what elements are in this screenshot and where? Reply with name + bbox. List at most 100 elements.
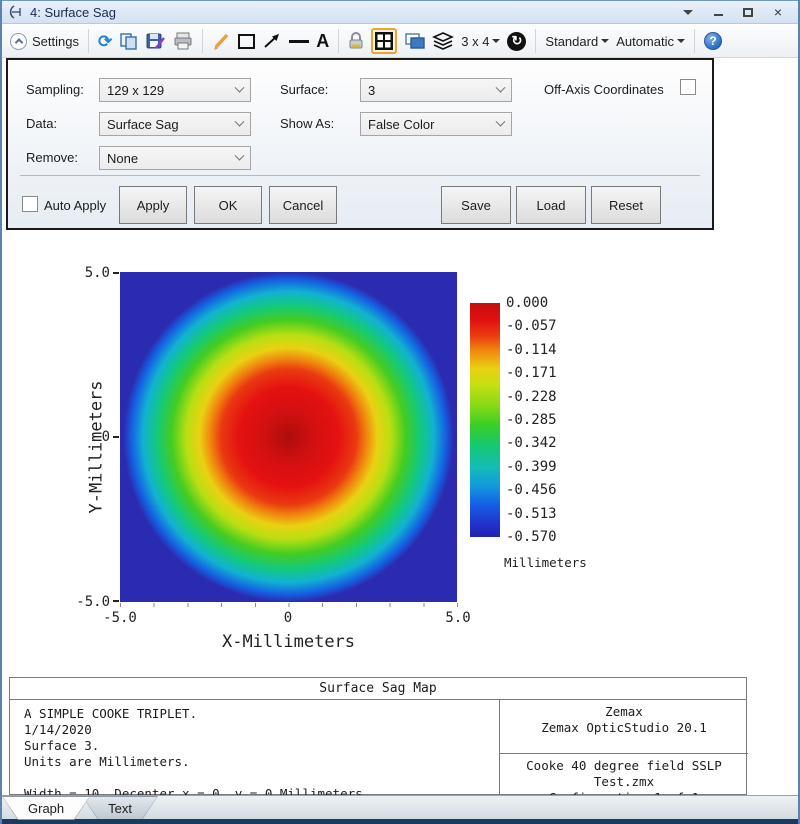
maximize-button[interactable] <box>740 4 756 20</box>
remove-label: Remove: <box>26 150 79 165</box>
colorbar-tick: -0.228 <box>506 388 557 405</box>
tab-fill <box>3 797 89 819</box>
offaxis-checkbox[interactable] <box>680 79 696 95</box>
grid-size-dropdown[interactable]: 3 x 4 <box>461 33 501 49</box>
product-name: Zemax OpticStudio 20.1 <box>541 720 707 735</box>
data-value: Surface Sag <box>107 116 179 132</box>
standard-label: Standard <box>545 33 599 49</box>
window-menu-button[interactable] <box>680 4 696 20</box>
standard-dropdown[interactable]: Standard <box>545 33 610 49</box>
lock-icon[interactable] <box>348 31 364 51</box>
showas-dropdown[interactable]: False Color <box>360 112 512 136</box>
refresh-icon[interactable]: ⟳ <box>97 31 113 51</box>
line-tool-icon[interactable] <box>289 39 310 43</box>
window-bottom-border <box>2 819 798 824</box>
chevron-down-icon <box>234 82 245 93</box>
sampling-dropdown[interactable]: 129 x 129 <box>99 78 251 102</box>
rectangle-tool-icon[interactable] <box>238 33 256 49</box>
colorbar-unit-label: Millimeters <box>504 555 587 570</box>
surface-dropdown[interactable]: 3 <box>360 78 512 102</box>
company-name: Zemax <box>605 704 643 719</box>
close-button[interactable]: × <box>770 4 786 20</box>
tab-text[interactable]: Text <box>82 796 158 820</box>
automatic-dropdown[interactable]: Automatic <box>616 34 685 49</box>
rotate-icon[interactable]: ↻ <box>507 31 527 51</box>
toolbar: Settings ⟳ A <box>2 25 798 58</box>
remove-dropdown[interactable]: None <box>99 146 251 170</box>
info-line: A SIMPLE COOKE TRIPLET. <box>24 706 198 721</box>
load-button[interactable]: Load <box>516 186 586 224</box>
graph-area: Y-Millimeters 5.0 0 -5.0 -5.0 0 5.0 X-Mi… <box>2 230 798 805</box>
separator <box>694 29 695 53</box>
separator <box>20 175 700 176</box>
help-icon[interactable]: ? <box>704 32 722 50</box>
save-icon[interactable] <box>146 32 166 50</box>
product-cell: Zemax Zemax OpticStudio 20.1 <box>500 700 748 754</box>
chevron-down-icon <box>234 150 245 161</box>
info-line: Units are Millimeters. <box>24 754 190 769</box>
separator <box>338 29 340 53</box>
x-tick-label: 5.0 <box>445 610 471 626</box>
copy-icon[interactable] <box>119 32 139 50</box>
y-tick-label: 0 <box>101 429 110 445</box>
minimize-icon <box>713 14 723 16</box>
print-icon[interactable] <box>173 32 193 50</box>
data-label: Data: <box>26 116 58 131</box>
reset-button[interactable]: Reset <box>591 186 661 224</box>
y-tick-label: -5.0 <box>76 594 110 610</box>
y-axis-label: Y-Millimeters <box>86 380 107 514</box>
close-icon: × <box>773 4 783 20</box>
fit-window-toggle-selected[interactable] <box>371 28 398 54</box>
chart-title: Surface Sag Map <box>10 678 746 700</box>
data-dropdown[interactable]: Surface Sag <box>99 112 251 136</box>
clone-window-icon[interactable] <box>404 32 425 50</box>
colorbar-tick: -0.399 <box>506 458 557 475</box>
settings-panel: Sampling: 129 x 129 Surface: 3 Off-Axis … <box>6 58 714 230</box>
layers-icon[interactable] <box>432 32 455 50</box>
grid-size-label: 3 x 4 <box>461 33 490 49</box>
automatic-label: Automatic <box>616 33 674 49</box>
x-axis-label: X-Millimeters <box>221 632 356 652</box>
file-cell: Cooke 40 degree field SSLP Test.zmx Conf… <box>500 754 748 805</box>
sampling-label: Sampling: <box>26 82 84 97</box>
file-name: Cooke 40 degree field SSLP Test.zmx <box>526 758 722 789</box>
colorbar-tick: -0.114 <box>506 341 557 358</box>
arrow-tool-icon[interactable] <box>262 32 282 50</box>
save-button[interactable]: Save <box>441 186 511 224</box>
showas-value: False Color <box>368 116 435 132</box>
remove-value: None <box>107 150 139 166</box>
cancel-button[interactable]: Cancel <box>269 186 337 224</box>
minimize-button[interactable] <box>710 4 726 20</box>
y-tick <box>113 436 119 438</box>
colorbar-tick: 0.000 <box>506 295 549 311</box>
pencil-tool-icon[interactable] <box>212 32 231 51</box>
ok-button[interactable]: OK <box>194 186 262 224</box>
colorbar-tick: -0.570 <box>506 528 557 545</box>
maximize-icon <box>743 7 753 17</box>
tab-graph-label: Graph <box>28 800 65 816</box>
showas-label: Show As: <box>280 116 335 131</box>
title-bar: 4: Surface Sag × <box>2 0 798 24</box>
text-tool-icon[interactable]: A <box>316 31 330 51</box>
auto-apply-checkbox[interactable] <box>22 196 38 212</box>
apply-button[interactable]: Apply <box>119 186 187 224</box>
colorbar-tick: -0.342 <box>506 435 557 452</box>
settings-toggle-button[interactable]: Settings <box>10 32 79 50</box>
y-tick <box>113 600 119 602</box>
sag-map-plot <box>120 272 457 602</box>
chevron-down-icon <box>495 116 506 127</box>
footer-table: Surface Sag Map A SIMPLE COOKE TRIPLET. … <box>9 677 748 805</box>
surface-value: 3 <box>368 82 376 98</box>
caret-down-icon <box>683 9 693 15</box>
x-ticks <box>120 603 458 607</box>
y-tick <box>113 272 119 274</box>
colorbar-tick: -0.171 <box>506 365 557 382</box>
tab-text-label: Text <box>108 800 132 816</box>
separator <box>535 29 537 53</box>
caret-down-icon <box>677 39 685 43</box>
colorbar-tick: -0.285 <box>506 411 557 428</box>
y-tick-label: 5.0 <box>84 265 110 281</box>
tab-graph[interactable]: Graph <box>2 796 90 820</box>
colorbar <box>470 303 500 537</box>
